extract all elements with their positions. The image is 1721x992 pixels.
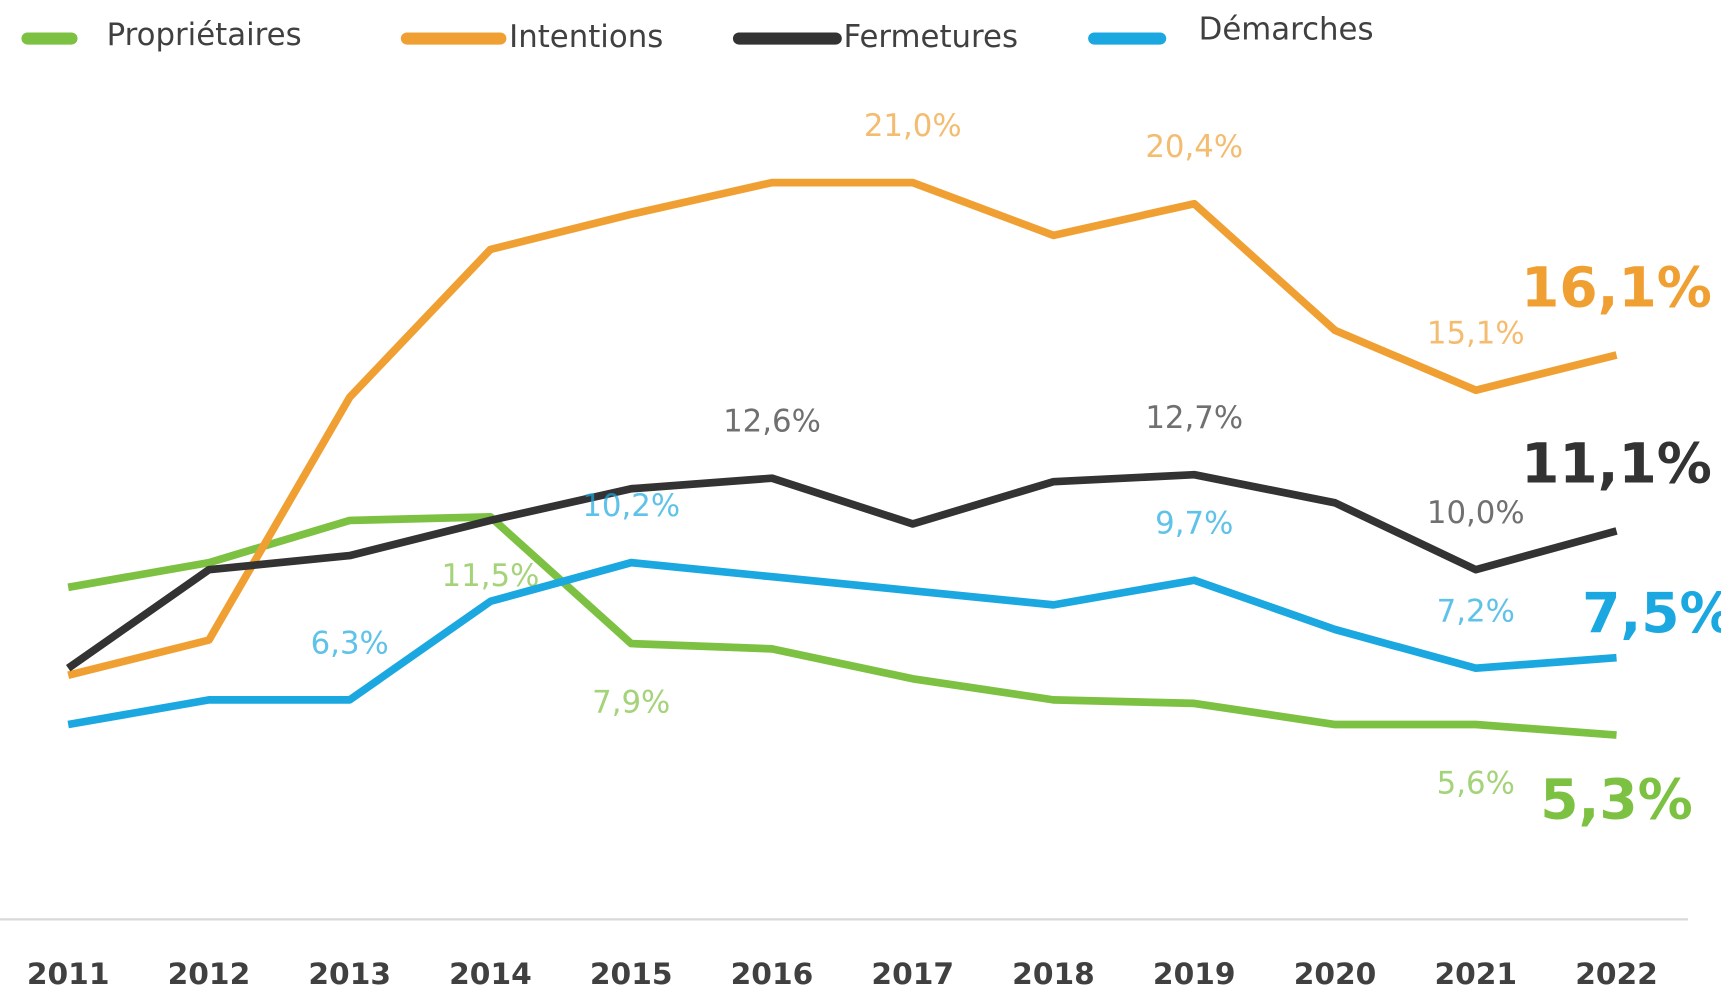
x-tick-label: 2014 (449, 957, 532, 992)
x-tick-label: 2017 (871, 957, 954, 992)
data-label: 6,3% (311, 625, 389, 661)
data-label: 20,4% (1145, 129, 1243, 165)
series-line (65, 470, 1618, 672)
x-tick-label: 2015 (590, 957, 673, 992)
data-label: 11,1% (1521, 431, 1712, 495)
legend-label: Fermetures (843, 19, 1018, 55)
data-label: 7,5% (1582, 581, 1721, 645)
series-line (67, 178, 1618, 679)
x-tick-label: 2019 (1153, 957, 1236, 992)
x-tick-label: 2013 (308, 957, 391, 992)
data-label: 7,9% (592, 685, 670, 721)
data-label: 21,0% (864, 108, 962, 144)
data-label: 11,5% (442, 558, 540, 594)
data-label: 5,3% (1540, 767, 1692, 831)
x-tick-label: 2022 (1575, 957, 1658, 992)
data-label: 12,6% (723, 404, 821, 440)
x-tick-label: 2021 (1434, 957, 1517, 992)
data-label: 5,6% (1437, 765, 1515, 801)
x-tick-label: 2016 (731, 957, 814, 992)
data-label: 12,7% (1145, 400, 1243, 436)
legend-label: Intentions (509, 19, 663, 55)
data-label: 16,1% (1521, 255, 1712, 319)
data-label: 10,2% (582, 488, 680, 524)
series-line (67, 558, 1617, 729)
data-label: 9,7% (1155, 506, 1233, 542)
x-tick-label: 2011 (27, 957, 110, 992)
data-label: 7,2% (1437, 594, 1515, 630)
x-tick-label: 2020 (1294, 957, 1377, 992)
data-label: 10,0% (1427, 495, 1525, 531)
series-line (67, 513, 1617, 739)
legend-label: Propriétaires (107, 17, 302, 53)
data-label: 15,1% (1427, 316, 1525, 352)
x-tick-label: 2018 (1012, 957, 1095, 992)
x-tick-label: 2012 (168, 957, 251, 992)
legend-label: Démarches (1199, 11, 1374, 47)
